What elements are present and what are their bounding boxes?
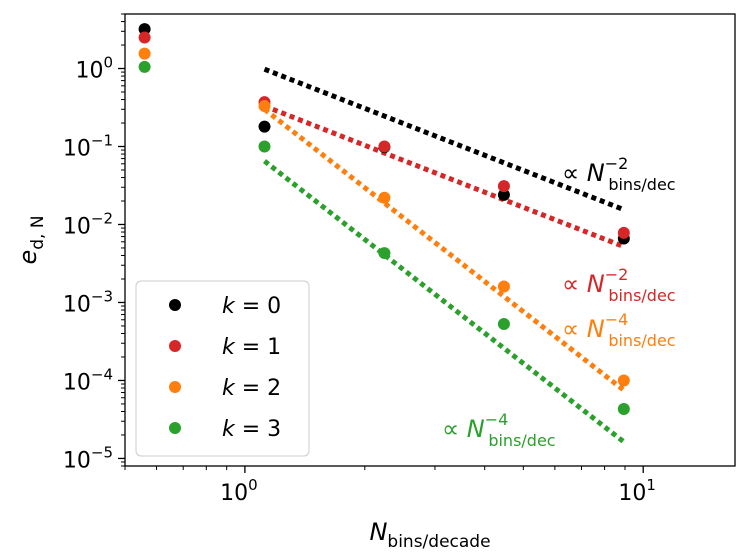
y-tick-label-5: 10−5 [63, 443, 113, 473]
reference-line-1 [263, 103, 625, 249]
legend: k = 0 k = 1 k = 2 k = 3 [135, 280, 310, 457]
annotation-red-slope: ∝ N−2 bins/dec [562, 265, 676, 305]
legend-label-2: k = 2 [222, 376, 281, 401]
y-tick-label-4: 10−4 [63, 365, 113, 395]
annotation-black-slope: ∝ N−2 bins/dec [562, 154, 676, 194]
point-series0-1 [258, 120, 271, 133]
annotation-green-slope: ∝ N−4 bins/dec [442, 410, 556, 450]
point-series3-3 [497, 317, 510, 330]
axes-ticks: 100 101 100 10−1 10−2 10−3 10−4 10−5 [63, 13, 656, 506]
point-series2-0 [138, 47, 151, 60]
legend-label-3: k = 3 [222, 417, 281, 442]
legend-marker-2 [169, 381, 181, 393]
legend-marker-0 [169, 299, 181, 311]
legend-frame [135, 280, 310, 457]
point-series2-3 [497, 280, 510, 293]
point-series0-0 [138, 23, 151, 36]
legend-label-0: k = 0 [222, 294, 281, 319]
y-tick-label-0: 100 [75, 54, 113, 84]
x-tick-label-1: 101 [618, 476, 656, 506]
point-series1-4 [617, 226, 630, 239]
y-tick-label-1: 10−1 [63, 131, 113, 161]
reference-line-2 [262, 107, 626, 393]
point-series0-3 [497, 188, 510, 201]
point-series3-4 [617, 403, 630, 416]
x-tick-label-0: 100 [220, 476, 258, 506]
point-series3-1 [258, 140, 271, 153]
y-axis-label: ed, N [14, 215, 48, 264]
point-series2-2 [378, 191, 391, 204]
point-series3-2 [378, 247, 391, 260]
point-series2-4 [617, 374, 630, 387]
point-series1-0 [138, 31, 151, 44]
reference-line-0 [263, 66, 625, 212]
y-tick-label-2: 10−2 [63, 209, 113, 239]
annotation-orange-slope: ∝ N−4 bins/dec [562, 310, 676, 350]
plot-frame [124, 13, 736, 467]
reference-lines [262, 66, 626, 444]
y-tick-label-3: 10−3 [63, 287, 113, 317]
legend-marker-3 [169, 422, 181, 434]
legend-marker-1 [169, 340, 181, 352]
data-points [138, 23, 630, 416]
point-series1-2 [378, 140, 391, 153]
point-series3-0 [138, 60, 151, 73]
point-series2-1 [258, 100, 271, 113]
reference-line-3 [262, 159, 626, 444]
legend-label-1: k = 1 [222, 335, 281, 360]
point-series1-3 [497, 180, 510, 193]
x-axis-label: Nbins/decade [369, 518, 490, 552]
